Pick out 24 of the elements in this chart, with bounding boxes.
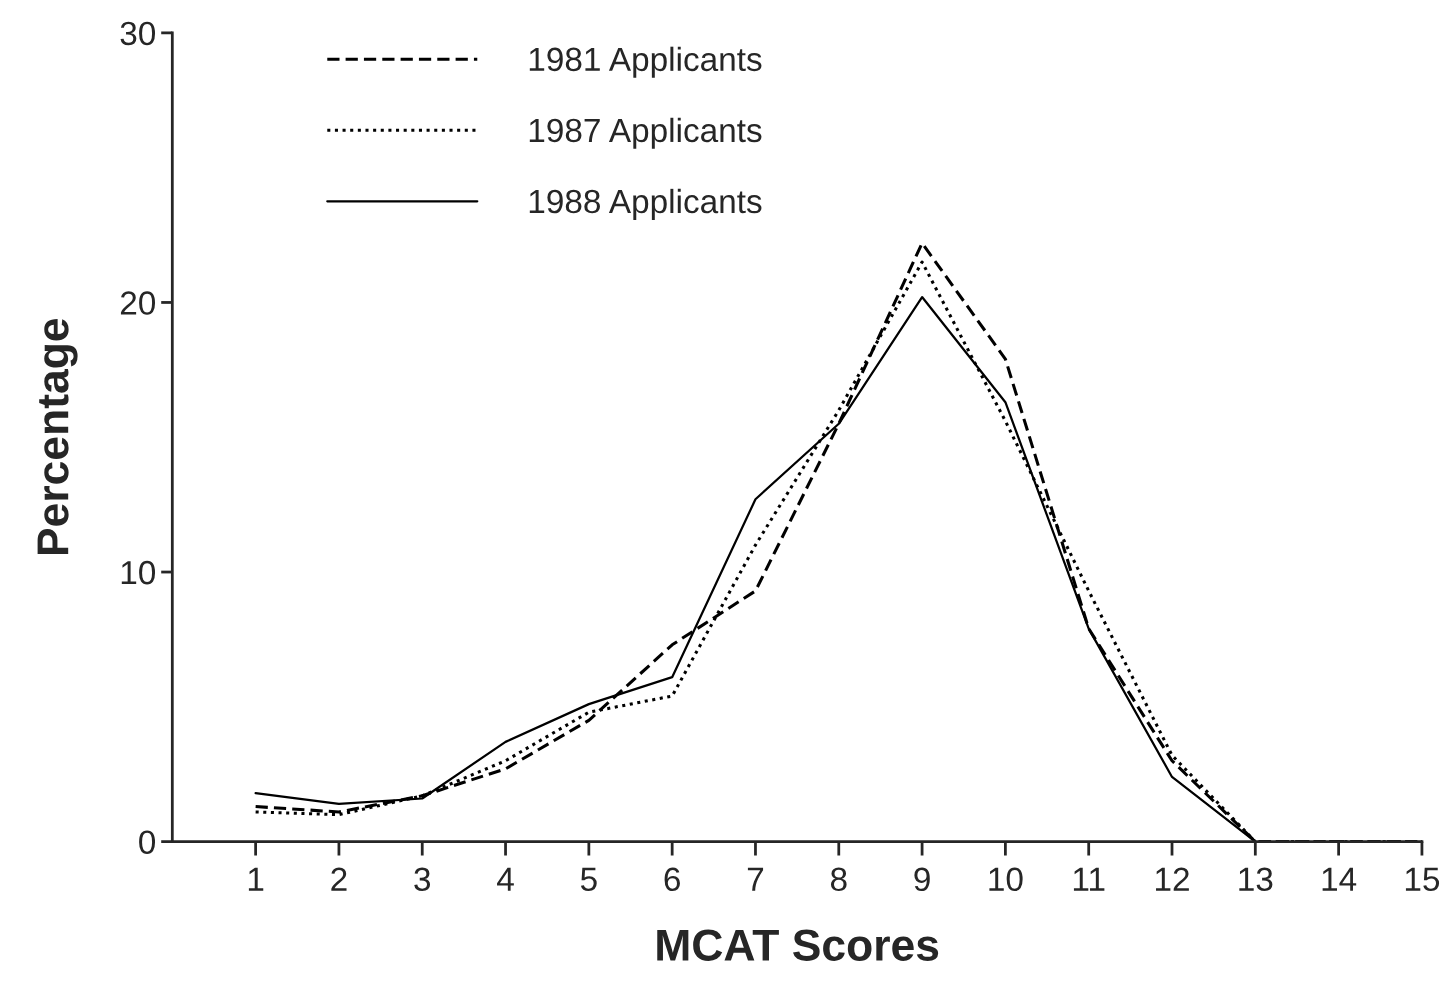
y-tick-label: 20: [120, 291, 156, 315]
x-tick-label: 13: [1239, 867, 1273, 892]
x-tick-label: 15: [1405, 867, 1440, 892]
legend-label: 1988 Applicants: [529, 188, 762, 220]
y-tick-label: 0: [139, 830, 156, 855]
x-tick-label: 2: [331, 867, 347, 891]
x-tick-label: 4: [497, 867, 514, 891]
x-tick-label: 6: [664, 867, 680, 892]
x-tick-label: 11: [1073, 867, 1105, 891]
x-tick-label: 8: [830, 867, 847, 892]
x-tick-label: 7: [747, 867, 764, 891]
y-tick-label: 30: [120, 21, 156, 46]
y-axis-title: Percentage: [37, 318, 78, 555]
x-tick-label: 12: [1156, 867, 1189, 891]
x-tick-label: 14: [1322, 867, 1357, 891]
x-axis-title: MCAT Scores: [657, 929, 939, 961]
x-tick-label: 9: [914, 867, 930, 892]
y-tick-label: 10: [121, 560, 156, 585]
x-tick-label: 5: [580, 867, 597, 892]
x-tick-label: 3: [414, 867, 431, 892]
legend-label: 1987 Applicants: [529, 117, 762, 149]
x-tick-label: 1: [248, 867, 264, 891]
x-tick-label: 10: [989, 867, 1023, 892]
legend-label: 1981 Applicants: [529, 46, 762, 78]
